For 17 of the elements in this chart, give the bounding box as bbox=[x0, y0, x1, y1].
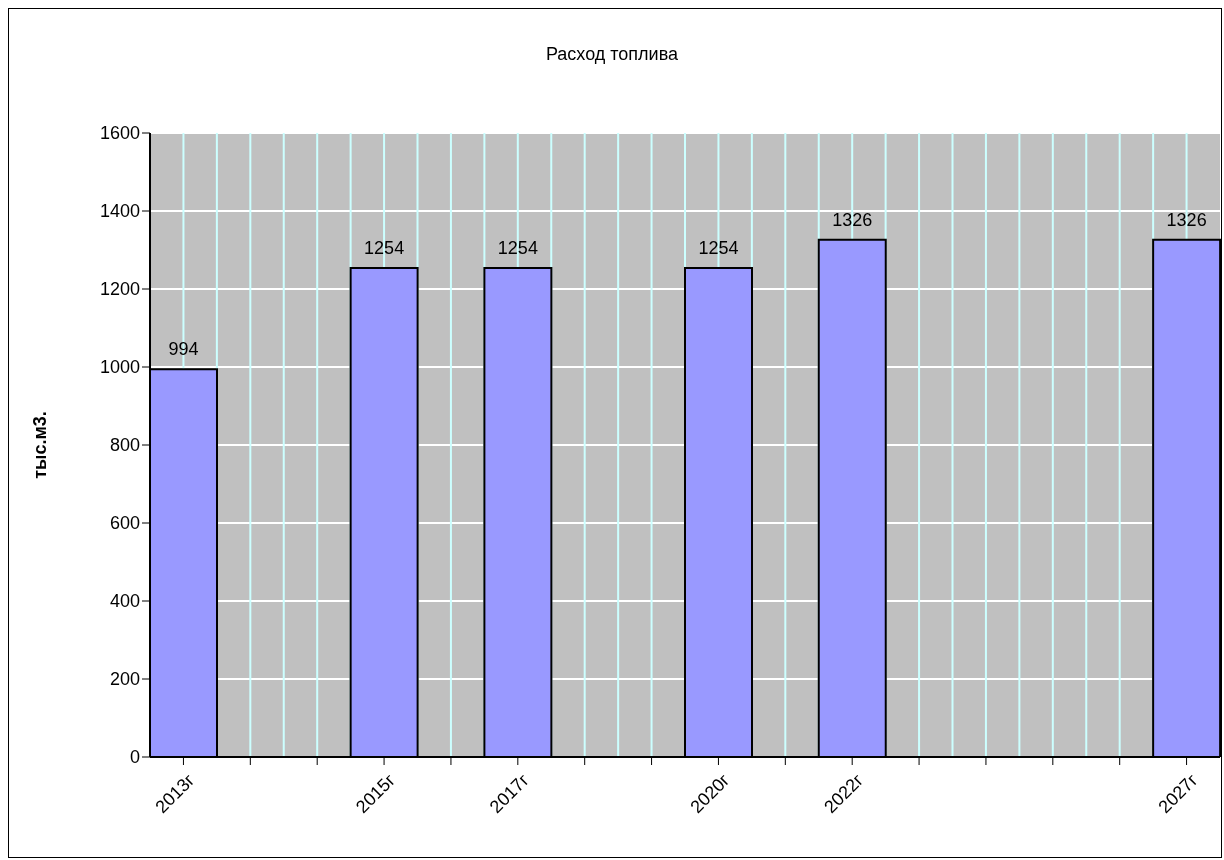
chart-title: Расход топлива bbox=[544, 44, 680, 65]
data-label: 1326 bbox=[832, 209, 873, 230]
data-label: 1254 bbox=[364, 237, 405, 258]
data-label: 1254 bbox=[497, 237, 538, 258]
y-tick-label: 1600 bbox=[99, 123, 140, 144]
y-tick-label: 1200 bbox=[99, 279, 140, 300]
y-tick-label: 400 bbox=[109, 591, 140, 612]
y-tick-label: 1400 bbox=[99, 201, 140, 222]
data-label: 1326 bbox=[1166, 209, 1207, 230]
y-tick-label: 1000 bbox=[99, 357, 140, 378]
y-tick-label: 800 bbox=[109, 435, 140, 456]
y-tick-label: 600 bbox=[109, 513, 140, 534]
y-axis-title: тыс.м3. bbox=[30, 411, 51, 479]
y-tick-label: 200 bbox=[109, 669, 140, 690]
data-label: 1254 bbox=[698, 237, 739, 258]
y-tick-label: 0 bbox=[129, 747, 140, 768]
data-label: 994 bbox=[168, 339, 199, 360]
